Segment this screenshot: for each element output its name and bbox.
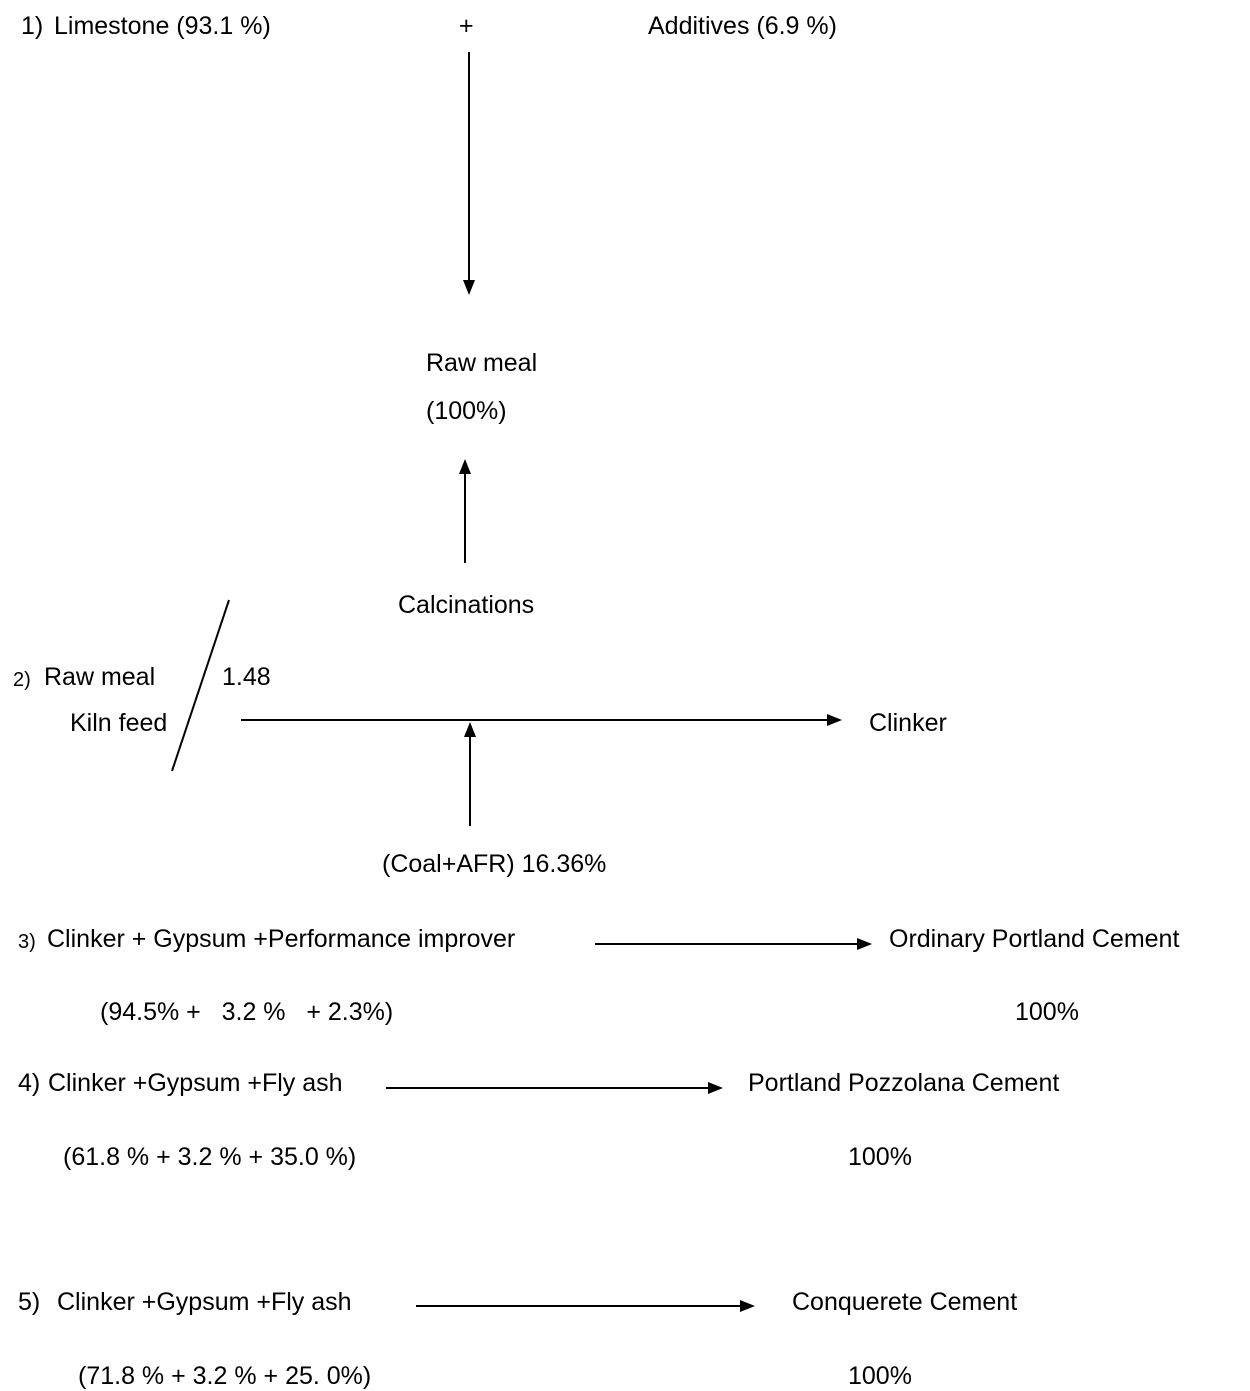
arrow-step4 bbox=[386, 1082, 723, 1094]
clinker-output: Clinker bbox=[869, 709, 947, 737]
step3-inputs: Clinker + Gypsum +Performance improver bbox=[47, 925, 516, 953]
arrow-step5 bbox=[416, 1300, 755, 1312]
step3-ratios: (94.5% + 3.2 % + 2.3%) bbox=[100, 998, 394, 1026]
step1-plus: + bbox=[459, 12, 474, 40]
step4-output-percent: 100% bbox=[848, 1143, 912, 1171]
step5-inputs: Clinker +Gypsum +Fly ash bbox=[57, 1288, 352, 1316]
fuel-input: (Coal+AFR) 16.36% bbox=[382, 850, 607, 878]
arrow-kiln-feed-to-clinker bbox=[241, 714, 842, 726]
arrow-calcinations-to-raw-meal bbox=[459, 459, 471, 563]
raw-meal-percent: (100%) bbox=[426, 397, 507, 425]
ratio-slash bbox=[171, 599, 230, 772]
step4-number: 4) bbox=[18, 1069, 41, 1097]
step3-output: Ordinary Portland Cement bbox=[889, 925, 1180, 953]
kiln-feed-ratio: 1.48 bbox=[222, 663, 271, 691]
raw-meal-label: Raw meal bbox=[426, 349, 538, 377]
step1-number: 1) bbox=[21, 12, 44, 40]
step3-output-percent: 100% bbox=[1015, 998, 1079, 1026]
step1-additives: Additives (6.9 %) bbox=[648, 12, 837, 40]
step5-output: Conquerete Cement bbox=[792, 1288, 1018, 1316]
calcinations-label: Calcinations bbox=[398, 591, 535, 619]
step4-ratios: (61.8 % + 3.2 % + 35.0 %) bbox=[63, 1143, 357, 1171]
step5-number: 5) bbox=[18, 1288, 41, 1316]
step3-number: 3) bbox=[18, 931, 36, 953]
arrow-fuel-to-kiln bbox=[464, 722, 476, 826]
step5-ratios: (71.8 % + 3.2 % + 25. 0%) bbox=[78, 1362, 372, 1390]
arrow-mix-to-raw-meal bbox=[463, 52, 475, 295]
step4-output: Portland Pozzolana Cement bbox=[748, 1069, 1060, 1097]
kiln-feed-label: Kiln feed bbox=[70, 709, 168, 737]
arrow-step3 bbox=[595, 938, 872, 950]
kiln-input-raw-meal: Raw meal bbox=[44, 663, 156, 691]
step1-limestone: Limestone (93.1 %) bbox=[54, 12, 271, 40]
step2-number: 2) bbox=[13, 669, 31, 691]
step5-output-percent: 100% bbox=[848, 1362, 912, 1390]
step4-inputs: Clinker +Gypsum +Fly ash bbox=[48, 1069, 343, 1097]
